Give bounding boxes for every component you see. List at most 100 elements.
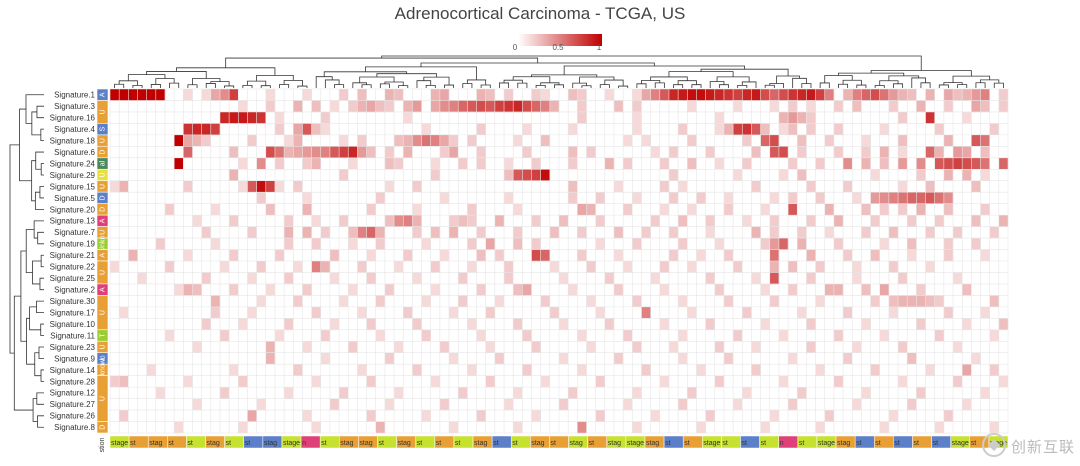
heatmap-cell <box>476 146 486 158</box>
heatmap-cell <box>705 318 715 330</box>
heatmap-cell <box>412 272 422 285</box>
heatmap-cell <box>238 157 248 170</box>
heatmap-cell <box>852 261 862 273</box>
heatmap-cell <box>210 238 221 250</box>
heatmap-cell <box>265 146 276 158</box>
heatmap-cell <box>320 261 331 273</box>
dendrogram-branch <box>31 111 41 136</box>
heatmap-cell <box>540 100 551 113</box>
dendrogram-branch <box>297 85 308 88</box>
heatmap-cell <box>449 215 459 227</box>
heatmap-cell <box>788 157 798 170</box>
heatmap-cell <box>687 100 697 113</box>
heatmap-cell <box>110 89 120 101</box>
heatmap-cell <box>439 341 450 353</box>
heatmap-cell <box>705 215 715 227</box>
heatmap-cell <box>568 192 578 204</box>
heatmap-cell <box>696 192 706 204</box>
dendrogram-branch <box>599 84 610 88</box>
heatmap-cell <box>833 329 844 342</box>
heatmap-cell <box>943 203 954 216</box>
heatmap-cell <box>238 100 248 113</box>
dendrogram-branch <box>37 415 44 428</box>
heatmap-cell <box>668 341 679 353</box>
heatmap-cell <box>870 295 880 308</box>
heatmap-cell <box>879 238 890 250</box>
heatmap-cell <box>934 329 945 342</box>
dendrogram-branch <box>36 300 44 313</box>
heatmap-cell <box>861 157 871 170</box>
row-annotation-label: D <box>99 207 106 212</box>
heatmap-cell <box>687 261 697 273</box>
heatmap-cell <box>394 261 404 273</box>
dendrogram-branch <box>20 250 27 342</box>
heatmap-cell <box>366 375 376 388</box>
heatmap-cell <box>678 329 688 342</box>
heatmap-cell <box>256 157 266 170</box>
heatmap-cell <box>531 238 541 250</box>
heatmap-cell <box>229 215 239 227</box>
heatmap-cell <box>183 283 193 296</box>
heatmap-cell <box>916 192 926 204</box>
heatmap-cell <box>953 272 963 285</box>
heatmap-cell <box>733 89 743 101</box>
heatmap-cell <box>238 111 248 124</box>
heatmap-cell <box>797 89 807 101</box>
heatmap-cell <box>852 100 862 113</box>
heatmap-cell <box>788 203 798 216</box>
column-annotation-label: st <box>130 440 136 447</box>
heatmap-cell <box>467 364 477 376</box>
heatmap-cell <box>119 89 129 101</box>
heatmap-cell <box>898 203 908 216</box>
column-annotation-label: st <box>856 440 862 447</box>
heatmap-cell <box>430 89 441 101</box>
heatmap-cell <box>788 283 798 296</box>
heatmap-cell <box>577 421 587 434</box>
heatmap-cell <box>449 100 459 113</box>
heatmap-cell <box>348 226 358 239</box>
dendrogram-branch <box>19 108 32 182</box>
heatmap-cell <box>513 283 523 296</box>
heatmap-cell <box>265 341 276 353</box>
row-annotation-label: al <box>99 160 106 166</box>
heatmap-cell <box>311 421 321 434</box>
row-annotation-label: A <box>99 287 106 292</box>
dendrogram-branch <box>654 82 665 88</box>
heatmap-cell <box>522 146 532 158</box>
column-annotation-label: st <box>321 440 327 447</box>
heatmap-cell <box>247 180 257 193</box>
row-label: Signature.20 <box>50 205 96 214</box>
heatmap-cell <box>733 169 743 181</box>
heatmap-cell <box>504 157 514 170</box>
heatmap-cell <box>833 375 844 388</box>
heatmap-cell <box>815 157 825 170</box>
heatmap-cell <box>476 410 486 422</box>
heatmap-cell <box>439 134 450 147</box>
heatmap-cell <box>119 410 129 422</box>
heatmap-cell <box>174 421 184 434</box>
heatmap-cell <box>943 100 954 113</box>
heatmap-cell <box>357 89 367 101</box>
heatmap-cell <box>265 352 276 365</box>
heatmap-cell <box>449 352 459 365</box>
heatmap-cell <box>513 226 523 239</box>
heatmap-cell <box>797 226 807 239</box>
row-label: Signature.13 <box>50 217 96 226</box>
dendrogram-branch <box>247 80 267 86</box>
heatmap-cell <box>668 226 679 239</box>
dendrogram-branch <box>911 77 926 88</box>
heatmap-cell <box>586 146 596 158</box>
heatmap-cell <box>797 306 807 319</box>
row-label: Signature.4 <box>54 125 95 134</box>
heatmap-cell <box>870 364 880 376</box>
heatmap-cell <box>751 89 761 101</box>
heatmap-cell <box>632 89 642 101</box>
heatmap-cell <box>119 306 129 319</box>
heatmap-cell <box>531 215 541 227</box>
heatmap-cell <box>659 203 670 216</box>
heatmap-cell <box>229 283 239 296</box>
heatmap-cell <box>650 146 660 158</box>
heatmap-cell <box>806 272 816 285</box>
heatmap-cell <box>302 410 312 422</box>
dendrogram-branch <box>499 82 510 88</box>
